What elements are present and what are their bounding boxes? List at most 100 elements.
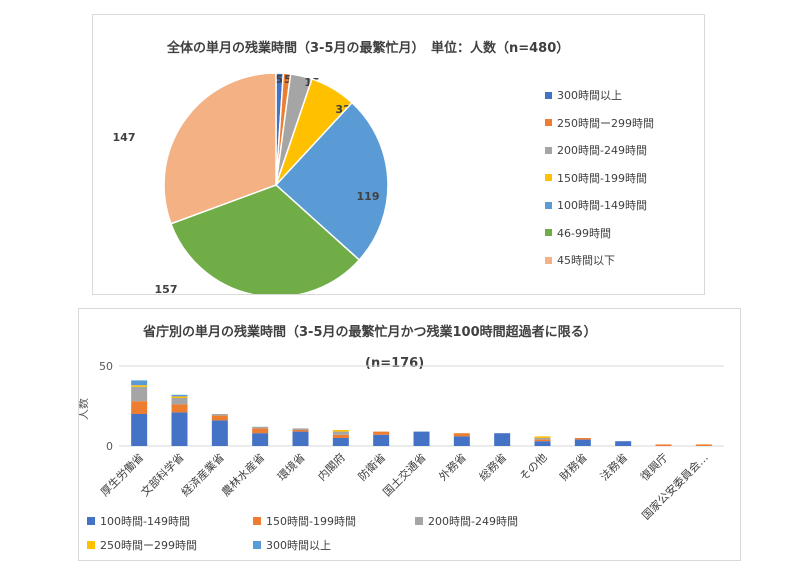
bar-segment [171,404,188,413]
legend-swatch [545,146,552,154]
pie-chart-title: 全体の単月の残業時間（3-5月の最繁忙月） 単位：人数（n=480） [167,41,570,56]
legend-swatch [87,517,95,525]
x-tick-label: 防衛省 [355,450,388,483]
bar-segment [292,431,309,446]
legend-swatch [545,229,552,236]
bar-segment [655,444,672,446]
bar-segment [494,433,511,446]
bar-legend-label: 250時間ー299時間 [100,539,197,552]
bar-segment [171,396,188,398]
bar-segment [131,414,148,446]
pie-legend-label: 45時間以下 [557,254,615,267]
x-tick-label: 経済産業省 [178,450,227,499]
bar-segment [252,428,269,434]
pie-legend-item: 46-99時間 [545,225,611,241]
pie-chart-panel: 全体の単月の残業時間（3-5月の最繁忙月） 単位：人数（n=480） 55153… [92,14,705,295]
pie-legend-label: 150時間-199時間 [557,171,647,185]
bar-segment [373,434,390,446]
bar-segment [211,420,228,446]
bar-chart: 0 50 人数厚生労働省文部科学省経済産業省農林水産省 環境省 内閣府 防衛省国土交通省外… [79,360,724,522]
bar-segment [332,438,349,446]
bar-segment [131,385,148,387]
legend-swatch [545,91,552,99]
bar-segment [211,414,228,416]
bar-legend-label: 300時間以上 [266,539,331,552]
pie-slice [169,184,361,294]
x-tick-label: 財務省 [557,450,590,483]
bar-segment [252,426,269,429]
pie-slice [163,72,277,225]
x-tick-label: その他 [517,451,550,484]
x-tick-label: 総務省 [476,450,509,483]
pie-slice [274,101,389,262]
pie-legend-label: 200時間-249時間 [557,144,647,157]
bar-chart-panel: 省庁別の単月の残業時間（3-5月の最繁忙月かつ残業100時間超過者に限る） (n… [78,308,741,561]
legend-swatch [253,517,261,525]
bar-legend-label: 200時間-249時間 [428,515,518,528]
x-tick-label: 環境省 [274,450,307,483]
bar-segment [332,431,349,435]
bar-segment [534,441,551,446]
x-tick-label: 法務省 [597,450,630,483]
pie-legend-item: 300時間以上 [545,87,622,103]
bar-segment [574,438,591,440]
bar-segment [453,436,470,446]
legend-swatch [545,119,552,126]
y-tick-label: 0 [106,440,113,453]
bar-segment [252,433,269,446]
bar-segment [171,398,188,405]
pie-data-label: 5 [275,73,283,86]
bar-segment [534,436,551,438]
bar-segment [211,415,228,421]
bar-legend-label: 150時間-199時間 [266,515,356,528]
bar-segment [131,386,148,402]
x-tick-label: 内閣府 [315,450,348,483]
bar-segment [574,439,591,446]
x-tick-label: 復興庁 [637,450,670,483]
pie-legend-label: 250時間ー299時間 [557,116,654,130]
pie-data-label: 147 [113,131,136,144]
bar-segment [131,380,148,386]
pie-legend-item: 100時間-149時間 [545,197,647,213]
bar-segment [413,431,430,446]
bar-segment [534,439,551,442]
legend-swatch [87,541,95,549]
pie-chart: 551532119157147 [113,72,389,294]
bar-chart-title: 省庁別の単月の残業時間（3-5月の最繁忙月かつ残業100時間超過者に限る） [143,325,597,340]
bar-segment [131,401,148,414]
pie-legend-item: 200時間-249時間 [545,142,647,158]
pie-data-label: 119 [357,190,380,203]
bar-segment [171,412,188,446]
bar-legend-item: 250時間ー299時間 [87,537,197,553]
pie-legend-label: 100時間-149時間 [557,199,647,212]
legend-swatch [253,541,261,549]
x-tick-label: 文部科学省 [138,450,187,499]
legend-swatch [545,256,552,264]
y-tick-label: 50 [99,360,113,373]
bar-segment [292,428,309,430]
bar-legend-item: 300時間以上 [253,537,331,553]
x-tick-label: 国土交通省 [380,450,429,499]
bar-segment [332,434,349,438]
pie-legend-item: 250時間ー299時間 [545,115,654,131]
bar-segment [534,438,551,440]
x-tick-label: 農林水産省 [218,450,267,499]
bar-segment [453,433,470,437]
bar-segment [373,431,390,435]
pie-legend-item: 150時間-199時間 [545,170,647,186]
legend-swatch [545,174,552,181]
bar-segment [292,430,309,432]
pie-legend-item: 45時間以下 [545,252,615,268]
bar-segment [332,430,349,432]
bar-segment [171,394,188,397]
bar-legend-item: 150時間-199時間 [253,513,356,529]
pie-legend-label: 46-99時間 [557,226,611,240]
y-axis-label: 人数 [79,398,90,420]
x-tick-label: 国家公安委員会… [639,450,711,522]
pie-legend-label: 300時間以上 [557,89,622,102]
bar-chart-subtitle: (n=176) [365,356,425,371]
bar-segment [615,441,632,446]
pie-data-label: 157 [155,283,178,294]
pie-data-label: 5 [284,73,292,86]
x-tick-label: 外務省 [436,450,469,483]
